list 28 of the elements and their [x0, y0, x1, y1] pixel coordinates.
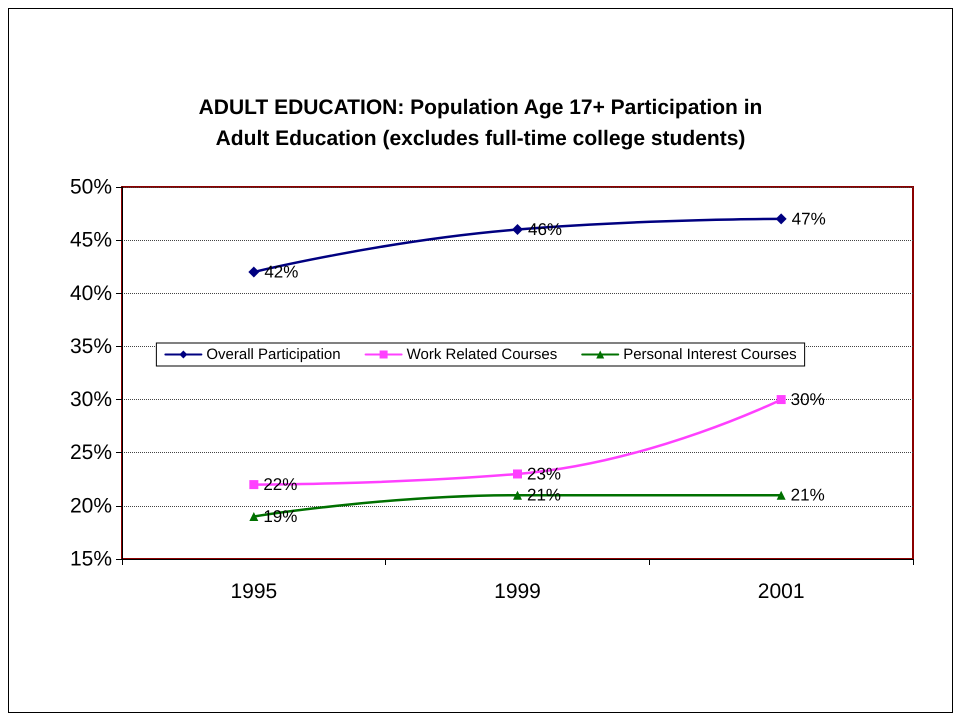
point — [776, 395, 786, 404]
legend-label: Work Related Courses — [406, 346, 558, 363]
data-label: 30% — [790, 390, 825, 410]
y-tick-label: 35% — [70, 334, 112, 358]
point — [776, 490, 786, 500]
y-tick-label: 45% — [70, 228, 112, 252]
legend-label: Personal Interest Courses — [623, 346, 797, 363]
y-tick-label: 50% — [70, 176, 112, 198]
point — [249, 512, 258, 521]
y-tick-label: 25% — [70, 441, 112, 464]
point — [249, 480, 258, 490]
data-label: 42% — [264, 262, 298, 282]
chart-title: ADULT EDUCATION: Population Age 17+ Participation in Adult Education (excludes full-time college students) — [198, 96, 762, 150]
point — [512, 224, 523, 236]
y-tick-label: 40% — [70, 282, 112, 305]
data-label: 21% — [790, 486, 825, 505]
y-tick-label: 20% — [70, 494, 112, 518]
point — [513, 490, 522, 500]
x-tick-label: 1995 — [230, 580, 278, 603]
y-tick-label: 30% — [70, 388, 112, 412]
point — [776, 213, 787, 224]
data-label: 47% — [792, 209, 826, 228]
point — [248, 266, 260, 278]
x-tick-label: 1999 — [494, 580, 541, 603]
point — [513, 469, 522, 478]
legend-label: Overall Participation — [206, 346, 341, 363]
y-tick-label: 15% — [70, 548, 112, 570]
x-tick-label: 2001 — [758, 580, 805, 603]
